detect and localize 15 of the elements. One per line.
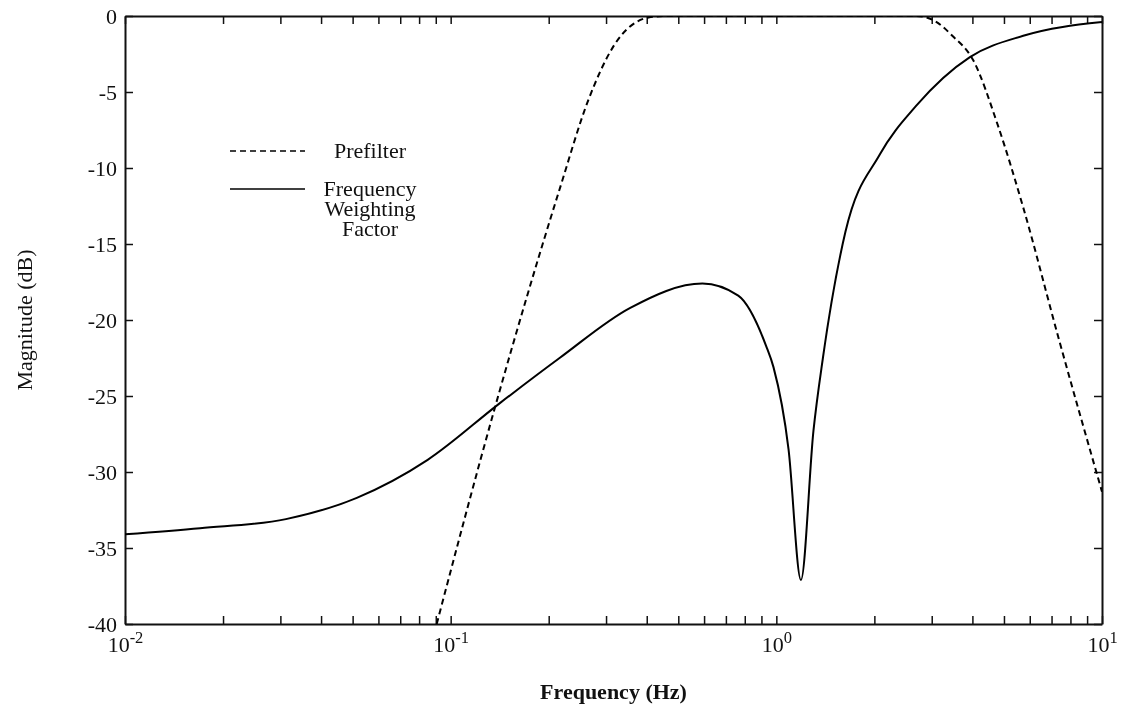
legend-label: Prefilter (333, 138, 407, 163)
x-tick-label: 10$^{-1}$ (433, 627, 470, 657)
x-tick-label: 10$^{0}$ (761, 627, 792, 657)
y-tick-label: -20 (87, 307, 117, 333)
y-tick-label: -10 (87, 155, 117, 181)
y-tick-label: -35 (87, 535, 117, 561)
y-tick-label: -25 (87, 383, 117, 409)
x-axis-title: Frequency (Hz) (540, 679, 687, 704)
y-axis-title: Magnitude (dB) (12, 249, 37, 391)
y-tick-label: -5 (98, 79, 117, 105)
y-tick-label: -15 (87, 231, 117, 257)
legend-label: Frequency Weighting Factor (323, 176, 417, 241)
y-tick-label: -30 (87, 459, 117, 485)
x-tick-label: 10$^{1}$ (1087, 627, 1118, 657)
y-tick-label: 0 (106, 3, 117, 29)
